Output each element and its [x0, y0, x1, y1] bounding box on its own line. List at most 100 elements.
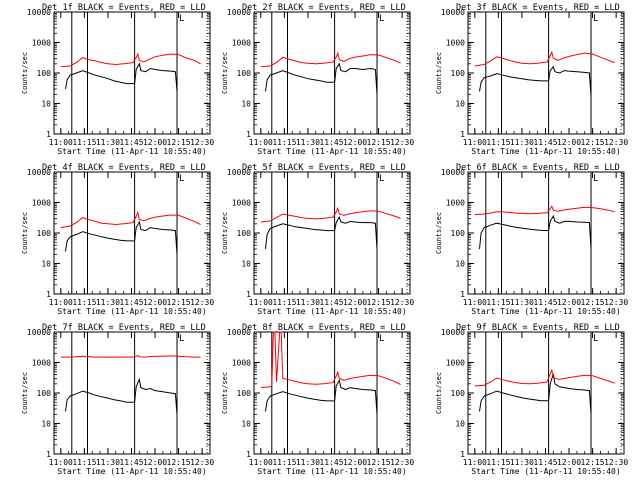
- y-tick-label: 1: [246, 450, 251, 459]
- y-tick-label: 1: [46, 290, 51, 299]
- chart-panel: Det 3f BLACK = Events, RED = LLD 1 10 100 10…: [435, 3, 628, 156]
- series-line-lld: [260, 331, 401, 389]
- x-tick-label: 12:15: [367, 138, 391, 147]
- y-axis-label: Counts/sec: [21, 52, 29, 94]
- x-tick-label: 12:15: [581, 138, 605, 147]
- y-tick-label: 1: [460, 450, 465, 459]
- y-tick-label: 100: [237, 389, 252, 398]
- y-tick-label: 1000: [232, 359, 251, 368]
- x-tick-label: 12:30: [390, 458, 414, 467]
- y-axis-label: Counts/sec: [221, 372, 229, 414]
- y-tick-label: 1000: [32, 359, 51, 368]
- x-tick-label: 11:15: [486, 458, 510, 467]
- x-tick-label: 11:30: [96, 458, 120, 467]
- chart-panel: Det 2f BLACK = Events, RED = LLD 1 10 100 10…: [221, 3, 414, 156]
- x-tick-label: 11:30: [510, 298, 534, 307]
- x-axis-label: Start Time (11-Apr-11 10:55:40): [471, 307, 620, 316]
- x-tick-label: 11:00: [49, 298, 73, 307]
- x-tick-label: 11:00: [249, 458, 273, 467]
- plot-frame: [467, 171, 625, 295]
- x-axis-label: Start Time (11-Apr-11 10:55:40): [471, 147, 620, 156]
- y-axis-label: Counts/sec: [435, 52, 443, 94]
- x-tick-label: 11:30: [296, 298, 320, 307]
- y-tick-label: 1000: [32, 199, 51, 208]
- x-tick-label: 11:45: [319, 458, 343, 467]
- x-tick-label: 12:30: [604, 458, 628, 467]
- x-tick-label: 12:15: [167, 458, 191, 467]
- x-tick-label: 12:00: [557, 458, 581, 467]
- y-tick-label: 1000: [446, 359, 465, 368]
- x-tick-label: 11:15: [272, 298, 296, 307]
- x-tick-label: 11:00: [463, 458, 487, 467]
- corner-mark: L: [593, 174, 598, 184]
- x-tick-label: 11:30: [510, 138, 534, 147]
- y-tick-label: 10000: [227, 8, 251, 17]
- y-tick-label: 10: [41, 260, 51, 269]
- x-tick-label: 12:00: [343, 138, 367, 147]
- y-axis-label: Counts/sec: [221, 52, 229, 94]
- corner-mark: L: [379, 334, 384, 344]
- x-axis-label: Start Time (11-Apr-11 10:55:40): [57, 467, 206, 476]
- y-tick-label: 10000: [441, 8, 465, 17]
- y-tick-label: 1000: [232, 199, 251, 208]
- x-tick-label: 11:45: [319, 298, 343, 307]
- y-tick-label: 1000: [446, 199, 465, 208]
- x-tick-label: 11:30: [510, 458, 534, 467]
- y-tick-label: 1000: [446, 39, 465, 48]
- y-tick-label: 100: [237, 229, 252, 238]
- x-tick-label: 11:15: [486, 138, 510, 147]
- x-tick-label: 12:15: [167, 138, 191, 147]
- series-line-events: [265, 215, 378, 249]
- chart-panel: Det 1f BLACK = Events, RED = LLD 1 10 100 10…: [21, 3, 214, 156]
- y-tick-label: 10000: [27, 328, 51, 337]
- chart-title: Det 5f BLACK = Events, RED = LLD: [242, 163, 406, 173]
- corner-mark: L: [179, 14, 184, 24]
- chart-title: Det 9f BLACK = Events, RED = LLD: [456, 323, 620, 333]
- chart-title: Det 4f BLACK = Events, RED = LLD: [42, 163, 206, 173]
- x-tick-label: 12:30: [190, 138, 214, 147]
- y-tick-label: 10: [41, 420, 51, 429]
- y-tick-label: 100: [237, 69, 252, 78]
- y-tick-label: 100: [37, 389, 52, 398]
- x-tick-label: 12:30: [390, 298, 414, 307]
- y-tick-label: 10000: [27, 168, 51, 177]
- y-tick-label: 100: [451, 69, 466, 78]
- y-tick-label: 1: [246, 290, 251, 299]
- y-tick-label: 10: [455, 420, 465, 429]
- x-tick-label: 11:45: [533, 458, 557, 467]
- x-axis-label: Start Time (11-Apr-11 10:55:40): [257, 467, 406, 476]
- plot-frame: [53, 171, 211, 295]
- series-line-events: [65, 62, 178, 92]
- x-tick-label: 11:15: [272, 138, 296, 147]
- x-tick-label: 11:45: [319, 138, 343, 147]
- y-tick-label: 1: [46, 450, 51, 459]
- x-tick-label: 12:15: [367, 458, 391, 467]
- y-tick-label: 10000: [441, 328, 465, 337]
- y-tick-label: 1: [246, 130, 251, 139]
- series-line-lld: [60, 354, 201, 358]
- x-tick-label: 11:30: [296, 138, 320, 147]
- x-tick-label: 12:00: [143, 138, 167, 147]
- series-line-lld: [474, 50, 615, 67]
- y-tick-label: 10: [241, 100, 251, 109]
- x-tick-label: 11:45: [119, 298, 143, 307]
- y-tick-label: 10: [241, 260, 251, 269]
- x-tick-label: 11:15: [72, 458, 96, 467]
- x-axis-label: Start Time (11-Apr-11 10:55:40): [257, 307, 406, 316]
- x-tick-label: 12:15: [167, 298, 191, 307]
- y-tick-label: 10: [455, 260, 465, 269]
- series-line-events: [265, 62, 378, 95]
- x-tick-label: 12:00: [557, 298, 581, 307]
- plot-frame: [253, 171, 411, 295]
- x-tick-label: 11:45: [533, 138, 557, 147]
- series-line-lld: [260, 206, 401, 223]
- chart-title: Det 3f BLACK = Events, RED = LLD: [456, 3, 620, 13]
- y-tick-label: 1000: [32, 39, 51, 48]
- x-tick-label: 11:45: [119, 458, 143, 467]
- series-line-lld: [60, 210, 201, 229]
- x-axis-label: Start Time (11-Apr-11 10:55:40): [57, 307, 206, 316]
- x-tick-label: 11:00: [249, 138, 273, 147]
- y-tick-label: 100: [37, 69, 52, 78]
- x-tick-label: 11:15: [72, 298, 96, 307]
